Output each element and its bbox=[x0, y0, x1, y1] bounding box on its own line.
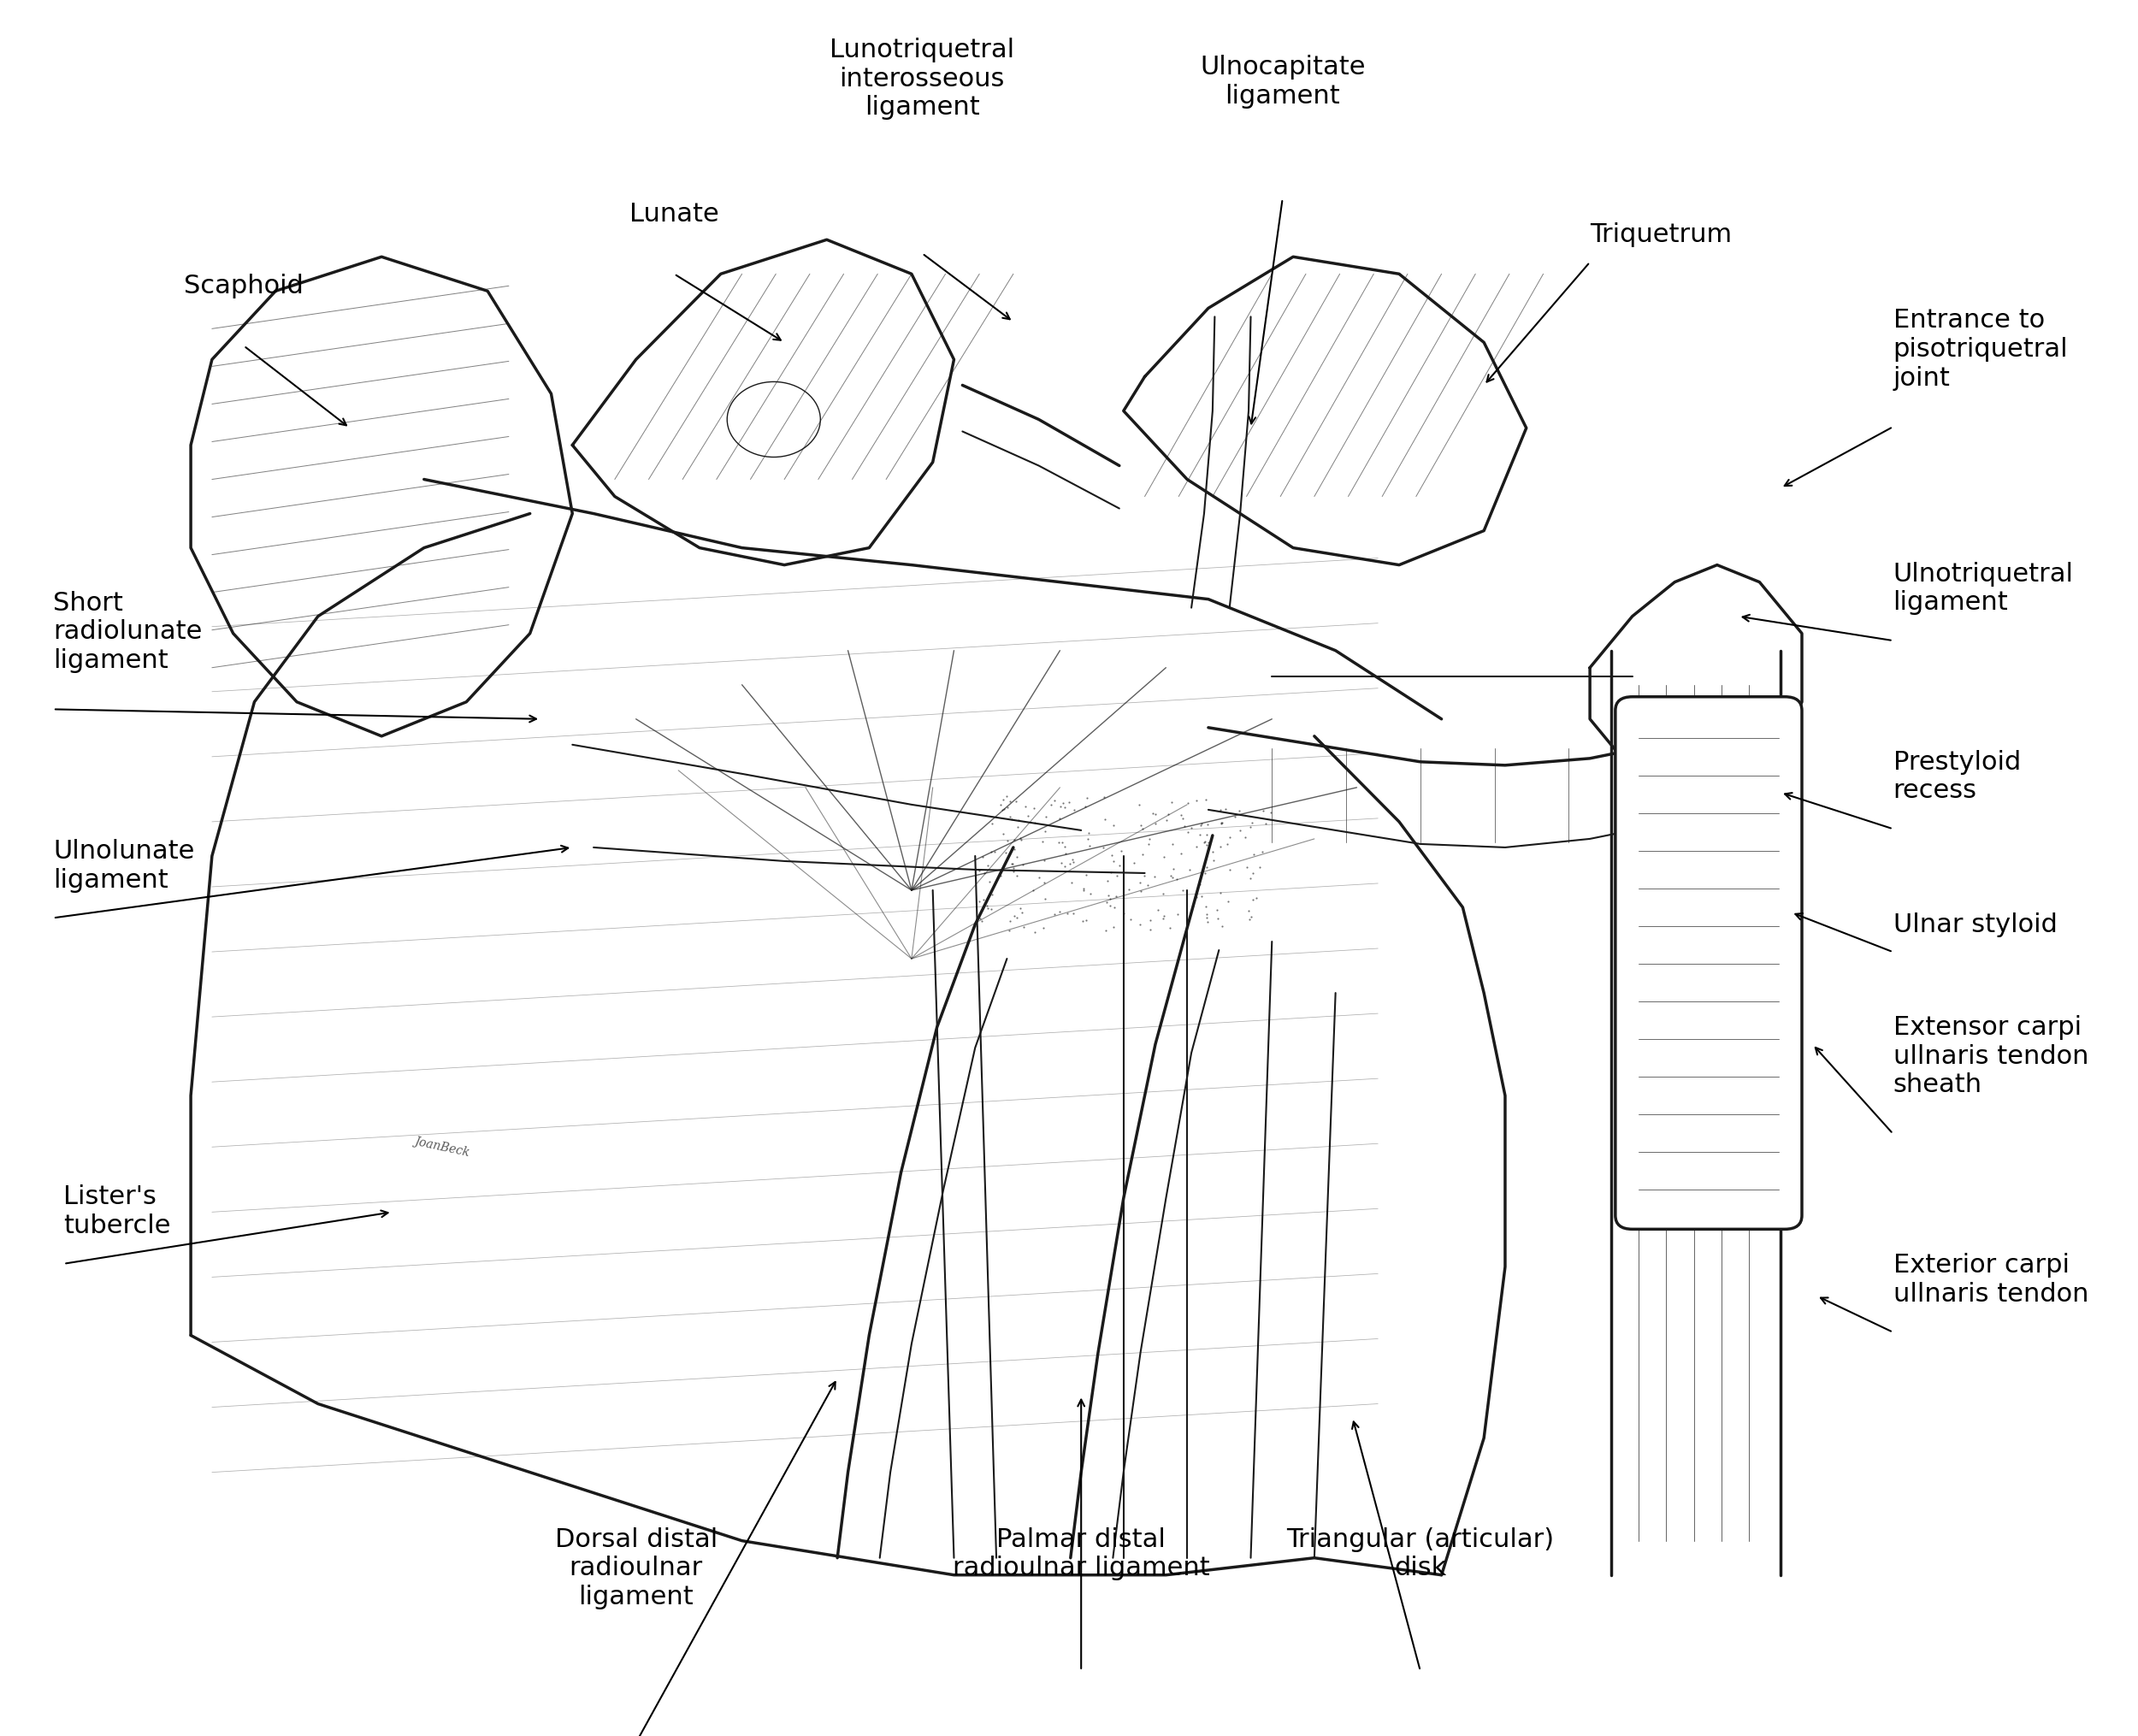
Text: Dorsal distal
radioulnar
ligament: Dorsal distal radioulnar ligament bbox=[554, 1528, 718, 1609]
Text: Scaphoid: Scaphoid bbox=[184, 274, 304, 299]
Text: Triquetrum: Triquetrum bbox=[1591, 222, 1732, 247]
Text: JoanBeck: JoanBeck bbox=[413, 1135, 470, 1158]
Text: Ulnotriquetral
ligament: Ulnotriquetral ligament bbox=[1892, 561, 2074, 615]
Text: Ulnar styloid: Ulnar styloid bbox=[1892, 913, 2057, 937]
Text: Triangular (articular)
disk: Triangular (articular) disk bbox=[1287, 1528, 1554, 1580]
Text: Exterior carpi
ullnaris tendon: Exterior carpi ullnaris tendon bbox=[1892, 1253, 2089, 1307]
Text: Palmar distal
radioulnar ligament: Palmar distal radioulnar ligament bbox=[954, 1528, 1210, 1580]
Text: Prestyloid
recess: Prestyloid recess bbox=[1892, 750, 2020, 804]
Text: Ulnocapitate
ligament: Ulnocapitate ligament bbox=[1199, 56, 1366, 108]
Text: Ulnolunate
ligament: Ulnolunate ligament bbox=[53, 838, 195, 892]
Text: Extensor carpi
ullnaris tendon
sheath: Extensor carpi ullnaris tendon sheath bbox=[1892, 1016, 2089, 1097]
FancyBboxPatch shape bbox=[1616, 696, 1802, 1229]
Text: Lister's
tubercle: Lister's tubercle bbox=[64, 1184, 171, 1238]
Text: Entrance to
pisotriquetral
joint: Entrance to pisotriquetral joint bbox=[1892, 309, 2067, 391]
Text: Lunotriquetral
interosseous
ligament: Lunotriquetral interosseous ligament bbox=[830, 38, 1016, 120]
Text: Lunate: Lunate bbox=[629, 201, 718, 227]
Text: Short
radiolunate
ligament: Short radiolunate ligament bbox=[53, 590, 203, 674]
